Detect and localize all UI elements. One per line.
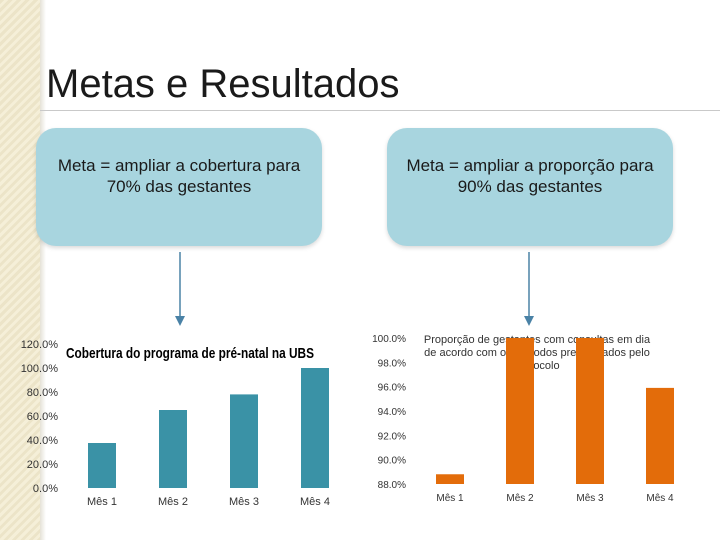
title-divider [40, 110, 720, 111]
coverage-bar-chart: Cobertura do programa de pré-natal na UB… [21, 339, 330, 508]
x-tick-label: Mês 3 [229, 496, 259, 508]
goal-box-proportion: Meta = ampliar a proporção para 90% das … [387, 128, 673, 246]
x-tick-label: Mês 1 [87, 496, 117, 508]
bar [646, 387, 674, 484]
y-tick-label: 0.0% [33, 483, 58, 495]
x-tick-label: Mês 2 [506, 493, 534, 504]
y-tick-label: 100.0% [21, 363, 59, 375]
slide-title: Metas e Resultados [46, 62, 400, 106]
y-tick-label: 20.0% [27, 459, 58, 471]
x-tick-label: Mês 3 [576, 493, 604, 504]
y-tick-label: 100.0% [372, 334, 406, 345]
bar [88, 443, 116, 488]
goal-box-coverage: Meta = ampliar a cobertura para 70% das … [36, 128, 322, 246]
y-tick-label: 60.0% [27, 411, 58, 423]
y-tick-label: 40.0% [27, 435, 58, 447]
arrow-down-icon-left [175, 252, 185, 326]
bar [301, 368, 329, 488]
x-tick-label: Mês 1 [436, 493, 464, 504]
decorative-side-band [0, 0, 40, 540]
bar [230, 394, 258, 488]
y-tick-label: 80.0% [27, 387, 58, 399]
y-tick-label: 94.0% [378, 407, 406, 418]
bar [506, 338, 534, 484]
goal-text-coverage: Meta = ampliar a cobertura para 70% das … [57, 156, 301, 196]
proportion-bar-chart: Proporção de gestantes com consultas em … [372, 334, 674, 504]
y-tick-label: 120.0% [21, 339, 59, 351]
y-tick-label: 88.0% [378, 480, 406, 491]
x-tick-label: Mês 4 [646, 493, 674, 504]
arrow-down-icon-right [524, 252, 534, 326]
goal-text-proportion: Meta = ampliar a proporção para 90% das … [406, 156, 654, 196]
y-tick-label: 90.0% [378, 456, 406, 467]
chart-title: Proporção de gestantes com consultas em … [424, 334, 651, 372]
bar [436, 474, 464, 484]
y-tick-label: 96.0% [378, 383, 406, 394]
bar [576, 338, 604, 484]
x-tick-label: Mês 2 [158, 496, 188, 508]
chart-title: Cobertura do programa de pré-natal na UB… [66, 345, 314, 362]
y-tick-label: 98.0% [378, 358, 406, 369]
side-band-shadow [40, 0, 46, 540]
y-tick-label: 92.0% [378, 431, 406, 442]
bar [159, 410, 187, 488]
x-tick-label: Mês 4 [300, 496, 330, 508]
